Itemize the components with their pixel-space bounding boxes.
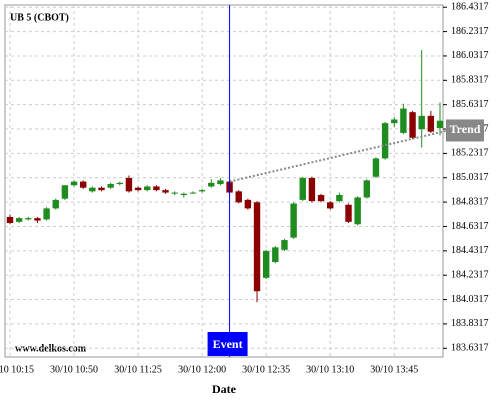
candle-body [70,181,78,186]
candle-body [25,218,32,220]
y-tick-label: 185.0317 [451,172,489,183]
candle-body [153,186,160,191]
y-tick-label: 184.6317 [451,221,489,232]
candle-body [262,251,270,278]
candle-body [198,190,206,192]
y-tick-label: 183.8317 [451,318,489,329]
candle-body [134,187,142,191]
y-tick-label: 185.2317 [451,148,489,159]
candle-body [281,240,288,250]
x-axis-label: Date [212,382,237,396]
x-tick-label: 30/10 13:45 [370,364,418,375]
candle-body [418,115,425,130]
candle-body [299,177,306,200]
candle-body [79,181,87,188]
trend-box [446,119,484,142]
candle-body [217,180,224,185]
candle-body [6,216,14,224]
candle-body [400,108,407,133]
x-tick-label: 30/10 10:15 [0,364,34,375]
candle-body [162,190,169,193]
x-tick-label: 30/10 13:10 [306,364,354,375]
candle-body [98,187,105,191]
candle-body [436,120,444,129]
event-box [207,332,248,356]
candle-body [253,202,261,292]
chart-title: UB 5 (CBOT) [10,12,69,23]
candle-body [381,123,389,159]
candle-body [208,182,215,187]
candle-body [244,199,252,209]
candle-body [89,187,96,192]
candle-body [345,204,352,222]
candle-body [235,191,242,203]
candle-body [52,199,59,209]
y-tick-label: 183.6317 [451,343,489,354]
candle-body [189,192,197,194]
candle-body [43,208,50,220]
candle-body [272,247,279,262]
candle-body [171,192,178,194]
trend-label: Trend [450,122,481,136]
candle-body [61,185,69,199]
candle-body [354,197,361,225]
candle-body [290,203,297,238]
candle-body [336,195,343,202]
candle-body [34,218,41,221]
candle-body [144,186,151,191]
candle-body [327,202,334,209]
candle-body [427,115,435,132]
y-tick-label: 184.8317 [451,196,489,207]
plot-frame [4,4,444,358]
y-tick-label: 184.2317 [451,269,489,280]
y-tick-label: 185.8317 [451,75,489,86]
candle-body [391,119,398,124]
x-tick-label: 30/10 11:25 [114,364,162,375]
candle-body [116,182,123,185]
y-tick-label: 186.4317 [451,2,489,13]
y-tick-label: 185.6317 [451,99,489,110]
event-label: Event [213,337,243,351]
candle-body [308,177,316,202]
candle-body [317,195,325,202]
candle-body [15,218,23,222]
candle-body [180,193,188,196]
candle-body [372,158,380,177]
y-tick-label: 186.2317 [451,26,489,37]
x-tick-label: 30/10 12:35 [242,364,290,375]
y-tick-label: 186.0317 [451,50,489,61]
trend-line [229,129,449,183]
y-tick-label: 184.0317 [451,294,489,305]
x-tick-label: 30/10 12:00 [178,364,226,375]
candle-body [363,180,371,198]
watermark: www.delkos.com [15,343,87,354]
candle-body [409,112,416,138]
x-tick-label: 30/10 10:50 [50,364,98,375]
y-tick-label: 184.4317 [451,245,489,256]
candle-body [125,177,133,192]
candle-body [107,184,114,188]
